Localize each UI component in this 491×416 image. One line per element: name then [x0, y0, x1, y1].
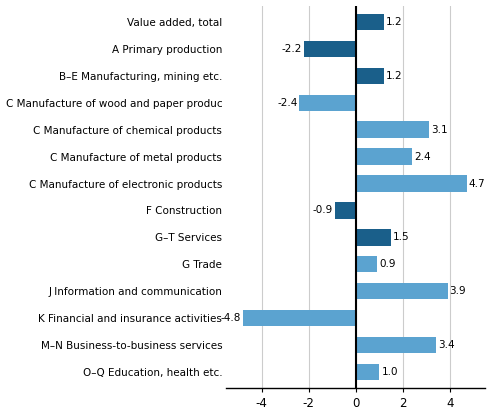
- Bar: [356, 14, 384, 30]
- Bar: [356, 283, 448, 300]
- Text: 1.2: 1.2: [386, 17, 403, 27]
- Text: 3.9: 3.9: [450, 286, 466, 296]
- Text: 2.4: 2.4: [414, 151, 431, 161]
- Bar: [356, 256, 377, 272]
- Bar: [356, 149, 412, 165]
- Bar: [243, 310, 356, 327]
- Text: -0.9: -0.9: [313, 206, 333, 215]
- Bar: [356, 176, 466, 192]
- Text: 0.9: 0.9: [379, 260, 395, 270]
- Text: 3.4: 3.4: [438, 340, 455, 350]
- Text: -4.8: -4.8: [220, 313, 241, 323]
- Text: 1.2: 1.2: [386, 71, 403, 81]
- Text: 4.7: 4.7: [468, 178, 485, 188]
- Bar: [356, 229, 391, 245]
- Bar: [304, 41, 356, 57]
- Text: -2.4: -2.4: [277, 98, 298, 108]
- Bar: [300, 94, 356, 111]
- Text: 3.1: 3.1: [431, 124, 447, 135]
- Bar: [335, 202, 356, 218]
- Bar: [356, 364, 380, 380]
- Text: 1.5: 1.5: [393, 233, 409, 243]
- Bar: [356, 67, 384, 84]
- Bar: [356, 337, 436, 353]
- Bar: [356, 121, 429, 138]
- Text: -2.2: -2.2: [282, 44, 302, 54]
- Text: 1.0: 1.0: [382, 367, 398, 377]
